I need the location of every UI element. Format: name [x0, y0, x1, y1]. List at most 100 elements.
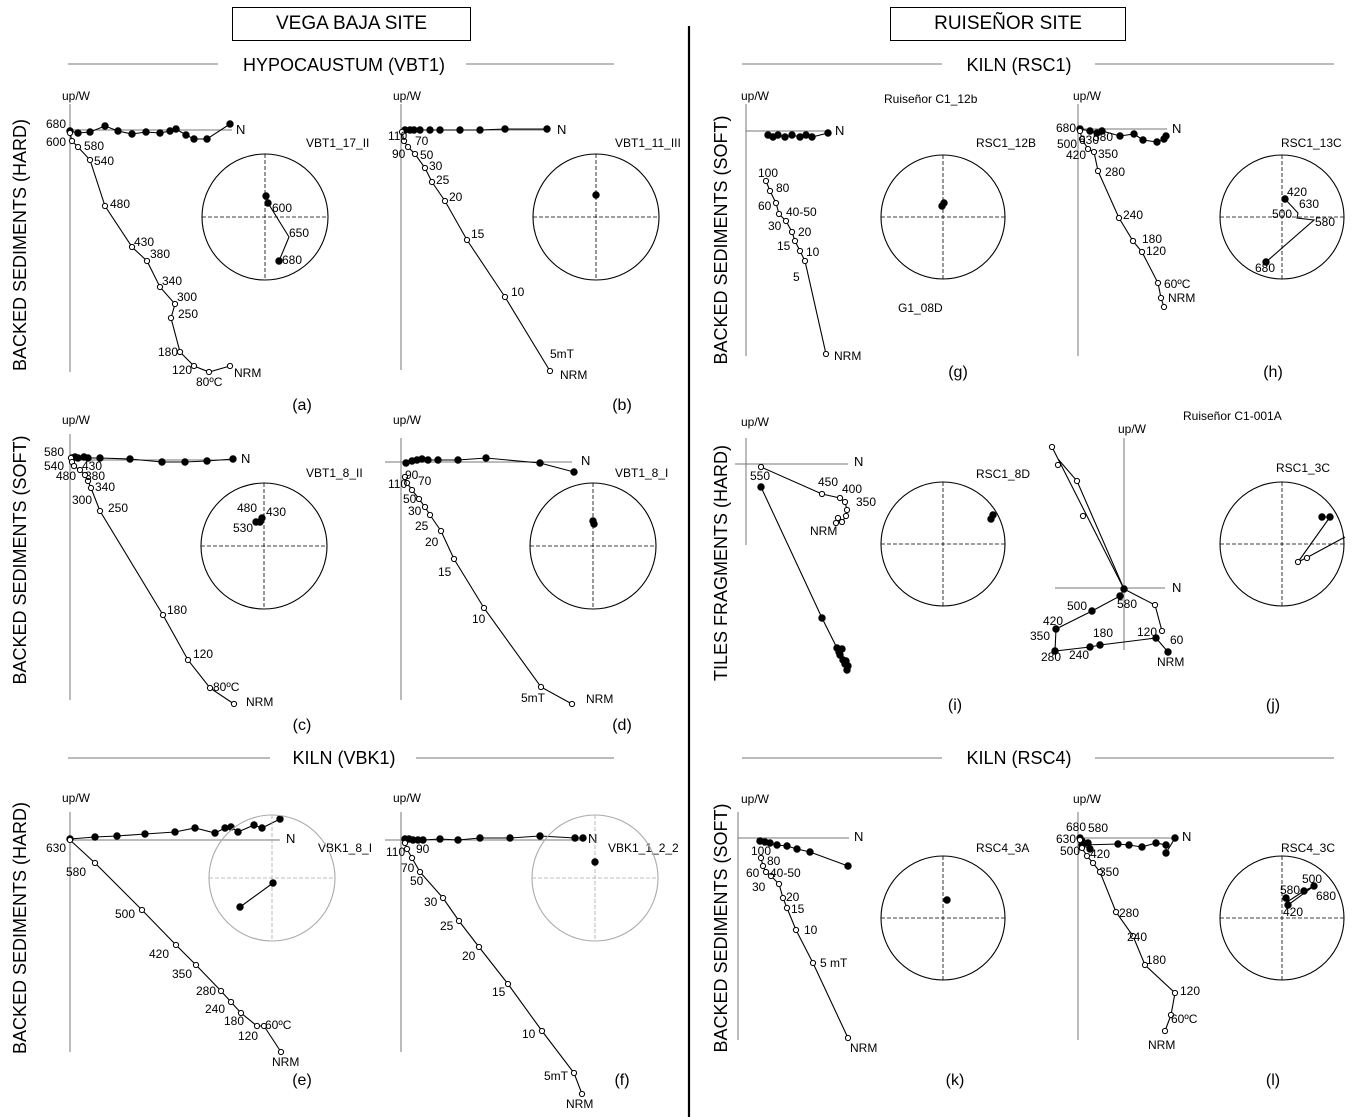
- step-label: 30: [408, 504, 422, 518]
- step-label: N: [854, 829, 863, 844]
- vertical-projection-point: [1138, 248, 1146, 256]
- stereonet-path: [1265, 198, 1316, 263]
- vertical-projection-point: [1094, 167, 1102, 175]
- vertical-projection-point: [260, 1022, 268, 1030]
- horizontal-projection-point: [236, 903, 244, 911]
- step-label: 50: [420, 148, 434, 162]
- vertical-projection-point: [76, 466, 84, 474]
- step-label: 90: [416, 842, 430, 856]
- step-label: 420: [1283, 905, 1303, 919]
- vertical-projection-point: [463, 236, 471, 244]
- step-label: up/W: [393, 89, 422, 103]
- vertical-projection-point: [143, 257, 151, 265]
- horizontal-projection-point: [456, 126, 464, 134]
- vertical-projection-point: [1151, 601, 1159, 609]
- horizontal-projection-point: [482, 454, 490, 462]
- horizontal-projection-point: [842, 657, 850, 665]
- vertical-projection-path: [404, 842, 583, 1095]
- vertical-projection-point: [1076, 836, 1084, 844]
- row-label-right-3: BACKED SEDIMENTS (SOFT): [711, 803, 731, 1052]
- step-label: 680: [1316, 889, 1336, 903]
- vertical-projection-point: [836, 494, 844, 502]
- vertical-projection-point: [192, 961, 200, 969]
- step-label: N: [286, 831, 295, 846]
- horizontal-projection-point: [501, 125, 509, 133]
- step-label: 420: [149, 947, 169, 961]
- step-label: 5mT: [550, 347, 575, 361]
- vertical-projection-point: [1158, 627, 1166, 635]
- vertical-projection-point: [792, 926, 800, 934]
- step-label: N: [241, 451, 250, 466]
- vertical-projection-point: [832, 519, 840, 527]
- vertical-projection-point: [86, 156, 94, 164]
- step-label: 450: [818, 475, 838, 489]
- step-label: 580: [1280, 883, 1300, 897]
- vertical-projection-point: [766, 187, 774, 195]
- step-label: 350: [1098, 147, 1118, 161]
- horizontal-projection-point: [190, 135, 198, 143]
- step-label: N: [835, 123, 844, 138]
- vertical-projection-point: [403, 479, 411, 487]
- horizontal-projection-point: [1139, 136, 1147, 144]
- horizontal-projection-point: [250, 821, 258, 829]
- vertical-projection-point: [206, 684, 214, 692]
- horizontal-projection-point: [802, 131, 810, 139]
- horizontal-projection-point: [1130, 130, 1138, 138]
- vertical-projection-point: [788, 228, 796, 236]
- vertical-projection-point: [783, 904, 791, 912]
- step-label: 90: [405, 468, 419, 482]
- step-label: VBK1_1_2_2: [608, 841, 679, 855]
- horizontal-projection-point: [1282, 894, 1290, 902]
- horizontal-projection-point: [454, 456, 462, 464]
- horizontal-projection-path: [760, 486, 848, 671]
- section-title: KILN (RSC1): [966, 55, 1071, 75]
- panel-j: up/W N Ruiseñor C1-001A RSC1_3C (j) 580 500 420…: [1030, 409, 1346, 714]
- step-label: N: [557, 122, 566, 137]
- vertical-projection-point: [74, 143, 82, 151]
- step-label: 20: [462, 949, 476, 963]
- vertical-projection-point: [844, 1034, 852, 1042]
- step-label: 120: [238, 1029, 258, 1043]
- vertical-projection-point: [1129, 237, 1137, 245]
- horizontal-projection-point: [141, 830, 149, 838]
- horizontal-projection-point: [1153, 138, 1161, 146]
- step-label: 600: [272, 201, 292, 215]
- vertical-projection-point: [439, 894, 447, 902]
- vertical-projection-point: [176, 348, 184, 356]
- vertical-projection-point: [1294, 558, 1302, 566]
- step-label: 500: [1067, 599, 1087, 613]
- vertical-projection-point: [404, 143, 412, 151]
- step-label: 280: [196, 984, 216, 998]
- horizontal-projection-point: [191, 824, 199, 832]
- vertical-projection-point: [1115, 214, 1123, 222]
- horizontal-projection-point: [774, 131, 782, 139]
- horizontal-projection-point: [211, 829, 219, 837]
- step-label: NRM: [246, 695, 273, 709]
- step-label: (d): [612, 717, 632, 734]
- step-label: 80ºC: [213, 680, 240, 694]
- step-label: 680: [1056, 121, 1076, 135]
- step-label: 40-50: [786, 205, 817, 219]
- horizontal-projection-point: [506, 834, 514, 842]
- horizontal-projection-point: [757, 483, 765, 491]
- step-label: 120: [1180, 984, 1200, 998]
- vertical-projection-point: [538, 1027, 546, 1035]
- vertical-projection-point: [782, 217, 790, 225]
- step-label: 120: [172, 363, 192, 377]
- step-label: up/W: [1073, 89, 1102, 103]
- vertical-projection-point: [226, 362, 234, 370]
- step-label: 430: [82, 459, 102, 473]
- step-label: 30: [768, 219, 782, 233]
- step-label: 25: [436, 173, 450, 187]
- vertical-projection-point: [1141, 961, 1149, 969]
- vertical-projection-point: [809, 959, 817, 967]
- horizontal-projection-point: [1098, 127, 1106, 135]
- vertical-projection-point: [398, 128, 406, 136]
- step-label: N: [1172, 580, 1181, 595]
- vertical-projection-point: [501, 293, 509, 301]
- vertical-projection-point: [172, 941, 180, 949]
